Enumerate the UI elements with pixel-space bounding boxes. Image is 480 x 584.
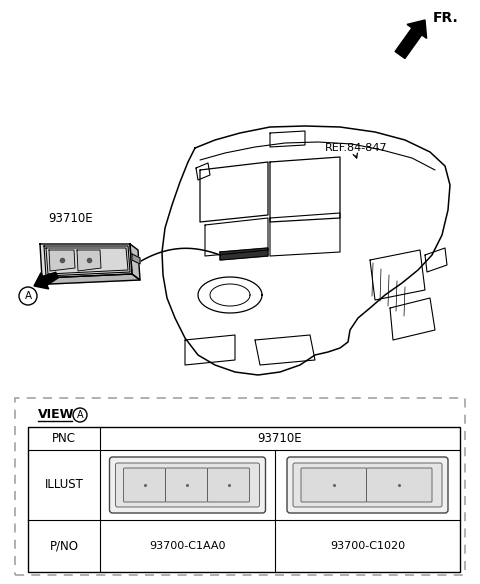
Text: A: A: [77, 410, 84, 420]
Polygon shape: [77, 250, 101, 271]
Circle shape: [73, 408, 87, 422]
FancyBboxPatch shape: [287, 457, 448, 513]
Polygon shape: [49, 250, 75, 271]
Polygon shape: [40, 244, 132, 278]
Text: A: A: [24, 291, 32, 301]
Text: 93710E: 93710E: [258, 432, 302, 445]
FancyBboxPatch shape: [166, 468, 207, 502]
Text: VIEW: VIEW: [38, 408, 74, 422]
FancyBboxPatch shape: [15, 398, 465, 575]
Polygon shape: [130, 244, 140, 280]
Polygon shape: [395, 20, 427, 58]
Bar: [28, 427, 460, 572]
Text: REF.84-847: REF.84-847: [325, 143, 388, 153]
Polygon shape: [44, 246, 130, 276]
Polygon shape: [42, 274, 140, 284]
Polygon shape: [34, 272, 58, 289]
Text: P/NO: P/NO: [49, 540, 79, 552]
FancyBboxPatch shape: [367, 468, 432, 502]
Text: 93710E: 93710E: [48, 211, 93, 224]
FancyBboxPatch shape: [109, 457, 265, 513]
Circle shape: [19, 287, 37, 305]
Text: 93700-C1020: 93700-C1020: [330, 541, 405, 551]
FancyBboxPatch shape: [116, 463, 260, 507]
FancyBboxPatch shape: [293, 463, 442, 507]
FancyBboxPatch shape: [207, 468, 250, 502]
Text: PNC: PNC: [52, 432, 76, 445]
Text: 93700-C1AA0: 93700-C1AA0: [149, 541, 226, 551]
FancyBboxPatch shape: [301, 468, 367, 502]
Polygon shape: [132, 254, 140, 264]
Text: ILLUST: ILLUST: [45, 478, 84, 492]
FancyBboxPatch shape: [123, 468, 166, 502]
Text: FR.: FR.: [433, 11, 459, 25]
Polygon shape: [220, 248, 268, 260]
